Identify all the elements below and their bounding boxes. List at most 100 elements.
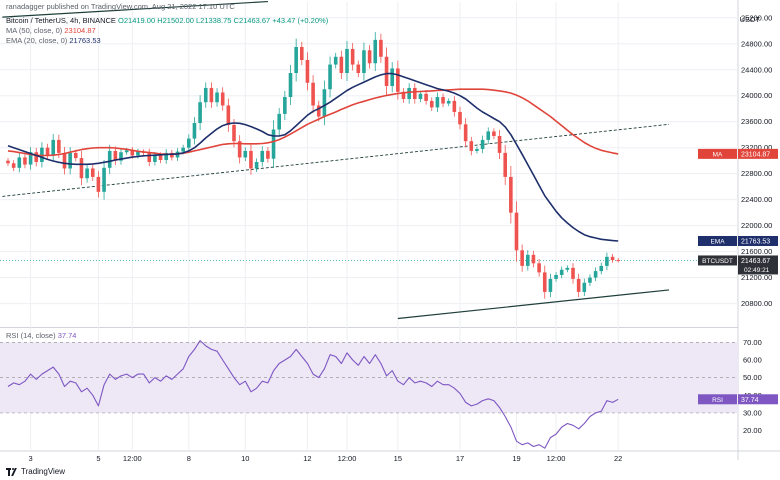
price-tick-label: 24000.00	[741, 91, 772, 100]
candle-body	[350, 48, 355, 65]
ma-price-tag: MA 23104.87	[698, 148, 778, 159]
ema-price-tag: EMA 21763.53	[698, 235, 778, 246]
candle-body	[582, 282, 587, 292]
candle-body	[565, 267, 570, 270]
rsi-price-tag-label: RSI	[712, 397, 723, 404]
rsi-legend-value: 37.74	[57, 331, 77, 340]
candle-body	[237, 141, 242, 158]
candle-body	[542, 272, 547, 292]
candle-body	[170, 152, 174, 158]
candle-body	[203, 87, 208, 103]
btcusdt-price-tag-label-box	[698, 255, 737, 266]
tradingview-logo[interactable]: TradingView	[6, 467, 65, 476]
candle-body	[356, 64, 361, 73]
candle-body	[198, 102, 202, 124]
candle-body	[300, 47, 304, 61]
candle-body	[102, 167, 106, 192]
candle-body	[509, 176, 513, 213]
candle-body	[554, 274, 558, 279]
ema-legend-value: 21763.53	[69, 36, 101, 45]
time-tick-label: 10	[241, 454, 249, 463]
ohlc-values: O21419.00 H21502.00 L21338.75 C21463.67 …	[118, 16, 329, 25]
symbol-ohlc-legend: Bitcoin / TetherUS, 4h, BINANCE O21419.0…	[6, 16, 328, 26]
candle-body	[526, 254, 530, 266]
candle-body	[243, 150, 248, 158]
candle-body	[45, 147, 50, 156]
candle-body	[158, 155, 163, 161]
candle-body	[469, 141, 474, 151]
candle-body	[407, 87, 411, 99]
candle-body	[373, 39, 378, 64]
btcusdt-price-tag-countdown: 02:49:21	[744, 267, 770, 274]
candle-body	[305, 60, 310, 83]
candle-body	[113, 150, 118, 161]
publisher-caption: ranadagger published on TradingView.com,…	[6, 2, 235, 11]
candle-body	[96, 176, 101, 192]
time-tick-label: 12:00	[123, 454, 142, 463]
price-tick-label: 25200.00	[741, 13, 772, 22]
rsi-tick-label: 30.00	[743, 408, 762, 417]
candle-body	[249, 150, 253, 169]
rsi-price-tag-value: 37.74	[741, 397, 759, 404]
candle-body	[164, 152, 168, 161]
candle-body	[429, 100, 434, 108]
candle-body	[316, 105, 321, 117]
candle-body	[322, 89, 327, 117]
rsi-tick-label: 50.00	[743, 373, 762, 382]
ema-price-tag-label: EMA	[710, 238, 725, 245]
candle-body	[17, 157, 22, 168]
price-tick-label: 20800.00	[741, 299, 772, 308]
candle-body	[446, 100, 451, 104]
time-tick-label: 12:00	[547, 454, 566, 463]
price-tick-label: 23200.00	[741, 143, 772, 152]
candle-body	[610, 256, 615, 261]
candle-body	[62, 152, 67, 169]
candle-body	[136, 151, 140, 156]
btcusdt-price-tag: BTCUSDT 21463.67 02:49:21	[698, 255, 778, 275]
candle-body	[441, 97, 445, 104]
candle-body	[480, 139, 485, 149]
candle-body	[311, 82, 315, 106]
candle-body	[79, 158, 84, 179]
candle-body	[362, 50, 366, 73]
candle-body	[124, 150, 129, 153]
ma-price-tag-value-box	[738, 148, 778, 159]
candle-body	[328, 64, 332, 90]
ema-legend[interactable]: EMA (20, close, 0) 21763.53	[6, 36, 101, 46]
symbol-name: Bitcoin / TetherUS, 4h, BINANCE	[6, 16, 116, 25]
time-tick-label: 15	[394, 454, 402, 463]
candle-body	[492, 131, 496, 136]
time-tick-label: 22	[614, 454, 622, 463]
ma-legend[interactable]: MA (50, close, 0) 23104.87	[6, 26, 96, 36]
candle-body	[192, 123, 197, 139]
candle-body	[254, 161, 259, 169]
btcusdt-price-tag-label: BTCUSDT	[702, 258, 733, 265]
price-tick-label: 23600.00	[741, 117, 772, 126]
candle-body	[588, 277, 592, 283]
candle-body	[271, 129, 276, 159]
price-tick-label: 21600.00	[741, 247, 772, 256]
price-tick-label: 24800.00	[741, 39, 772, 48]
rsi-legend[interactable]: RSI (14, close) 37.74	[6, 331, 76, 340]
ma-price-tag-label-box	[698, 148, 737, 159]
candle-body	[390, 68, 394, 86]
time-tick-label: 3	[29, 454, 33, 463]
candle-body	[226, 105, 231, 125]
candle-body	[616, 260, 620, 262]
price-tick-label: 22400.00	[741, 195, 772, 204]
rsi-tick-label: 60.00	[743, 356, 762, 365]
candle-body	[452, 100, 457, 112]
candle-body	[283, 97, 287, 114]
candle-body	[181, 147, 185, 152]
candle-body	[413, 87, 417, 99]
candle-body	[220, 92, 225, 106]
candle-body	[68, 152, 72, 169]
candle-body	[531, 254, 536, 264]
price-tick-label: 24400.00	[741, 65, 772, 74]
btcusdt-price-tag-value-box	[738, 255, 778, 275]
trendline-upper	[2, 123, 670, 197]
candle-body	[74, 152, 78, 159]
price-tick-label: 21200.00	[741, 273, 772, 282]
candle-body	[379, 39, 383, 57]
time-tick-label: 8	[187, 454, 191, 463]
